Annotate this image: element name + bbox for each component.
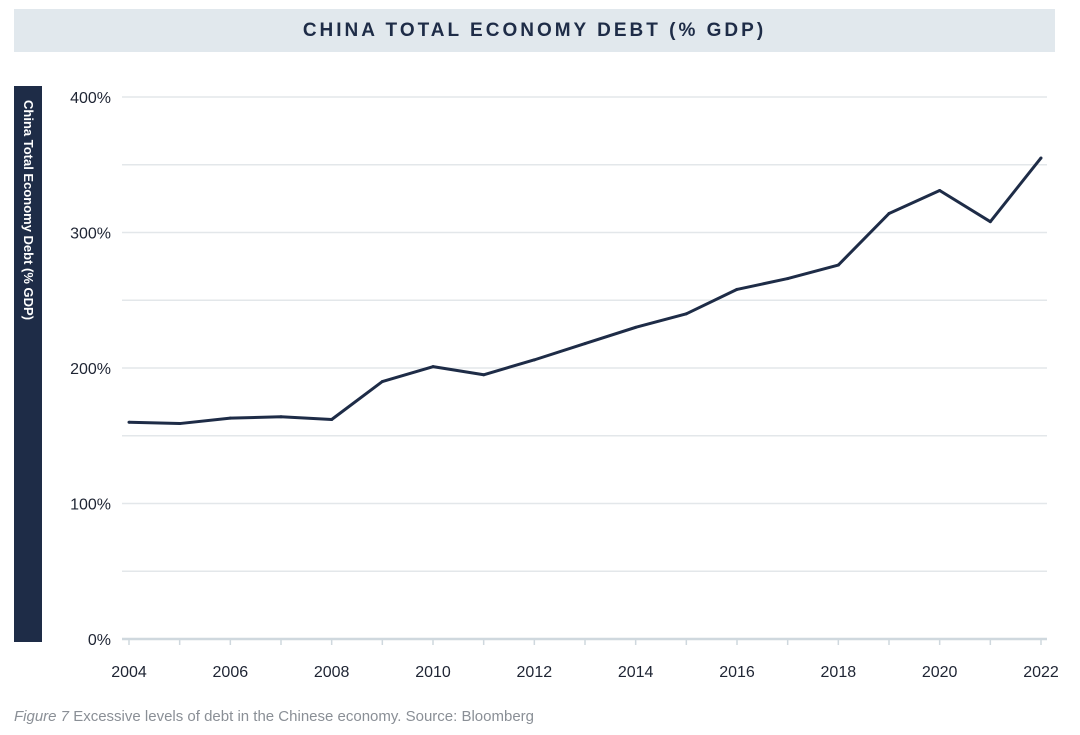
x-tick-label: 2020 xyxy=(922,664,958,681)
line-chart: 0% 100% 200% 300% 400% 2004 2006 2008 2010 2012 20… xyxy=(70,90,1059,681)
y-tick-label: 200% xyxy=(70,361,111,378)
data-point xyxy=(887,212,891,216)
data-point xyxy=(583,342,587,346)
data-point xyxy=(279,415,283,419)
data-point xyxy=(634,325,638,329)
figure-caption: Figure 7 Excessive levels of debt in the… xyxy=(14,708,534,725)
data-point xyxy=(482,373,486,377)
caption-text: Excessive levels of debt in the Chinese … xyxy=(69,708,534,725)
x-tick-label: 2022 xyxy=(1023,664,1059,681)
y-tick-label: 100% xyxy=(70,497,111,514)
caption-figure-number: Figure 7 xyxy=(14,708,70,725)
data-point xyxy=(684,312,688,316)
data-point xyxy=(330,417,334,421)
x-tick-label: 2016 xyxy=(719,664,755,681)
data-point xyxy=(127,420,131,424)
y-axis-label-bar: China Total Economy Debt (% GDP) xyxy=(14,86,42,642)
data-point xyxy=(178,422,182,426)
chart-title-bar: CHINA TOTAL ECONOMY DEBT (% GDP) xyxy=(14,9,1055,52)
x-tick-label: 2014 xyxy=(618,664,654,681)
x-tick-label: 2006 xyxy=(213,664,249,681)
chart-title: CHINA TOTAL ECONOMY DEBT (% GDP) xyxy=(302,19,767,41)
y-tick-label: 300% xyxy=(70,226,111,243)
y-tick-label: 400% xyxy=(70,90,111,107)
data-point xyxy=(380,380,384,384)
data-point xyxy=(735,287,739,291)
data-point xyxy=(786,277,790,281)
data-point xyxy=(938,188,942,192)
x-tick-label: 2004 xyxy=(111,664,147,681)
x-tick-label: 2008 xyxy=(314,664,350,681)
series-line xyxy=(128,157,1043,426)
data-point xyxy=(836,263,840,267)
data-point xyxy=(988,220,992,224)
data-point xyxy=(228,416,232,420)
data-point xyxy=(431,365,435,369)
x-tick-label: 2012 xyxy=(517,664,553,681)
x-tick-label: 2018 xyxy=(821,664,857,681)
data-point xyxy=(1039,156,1043,160)
y-tick-label: 0% xyxy=(88,632,111,649)
data-point xyxy=(532,358,536,362)
x-tick-label: 2010 xyxy=(415,664,451,681)
